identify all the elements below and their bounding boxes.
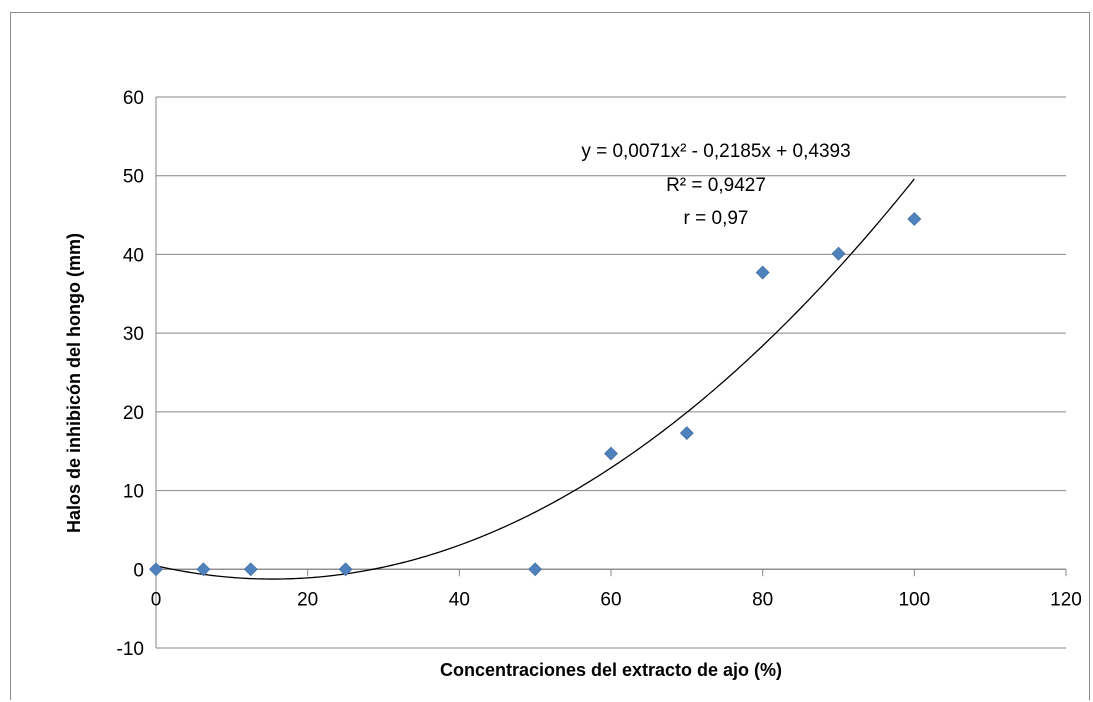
- y-tick-label: 0: [133, 560, 144, 581]
- data-point: [149, 562, 163, 577]
- r-squared-label: R² = 0,9427: [666, 175, 766, 196]
- x-tick-label: 60: [600, 589, 621, 610]
- y-tick-label: 20: [123, 403, 144, 424]
- y-tick-labels: -10 0 10 20 30 40 50 60: [117, 88, 144, 660]
- data-points: [149, 212, 922, 577]
- trendline-equation: y = 0,0071x² - 0,2185x + 0,4393: [581, 141, 850, 162]
- trendline: [155, 178, 915, 580]
- y-tick-label: 60: [123, 88, 144, 109]
- data-point: [196, 562, 211, 577]
- x-axis-title: Concentraciones del extracto de ajo (%): [440, 660, 782, 680]
- y-tick-label: -10: [117, 639, 144, 660]
- x-tick-label: 0: [151, 589, 162, 610]
- y-tick-label: 40: [123, 245, 144, 266]
- chart-frame: [10, 12, 1090, 700]
- data-point: [243, 562, 258, 577]
- y-tick-label: 30: [123, 324, 144, 345]
- data-point: [831, 246, 846, 261]
- data-point: [907, 212, 922, 226]
- x-tick-labels: 0 20 40 60 80 100 120: [151, 589, 1082, 610]
- y-tick-label: 10: [123, 482, 144, 503]
- x-tick-label: 100: [898, 589, 930, 610]
- x-tick-label: 80: [752, 589, 773, 610]
- axes: [155, 97, 1067, 648]
- data-point: [755, 265, 770, 280]
- x-tick-label: 40: [449, 589, 470, 610]
- data-point: [679, 426, 694, 441]
- data-point: [604, 446, 618, 461]
- y-tick-label: 50: [123, 167, 144, 188]
- y-axis-title: Halos de inhibicón del hongo (mm): [64, 233, 84, 533]
- x-tick-label: 20: [297, 589, 318, 610]
- gridlines: [156, 96, 1066, 649]
- data-point: [528, 562, 543, 577]
- r-label: r = 0,97: [684, 208, 749, 229]
- data-point: [338, 562, 353, 577]
- x-tick-label: 120: [1050, 589, 1082, 610]
